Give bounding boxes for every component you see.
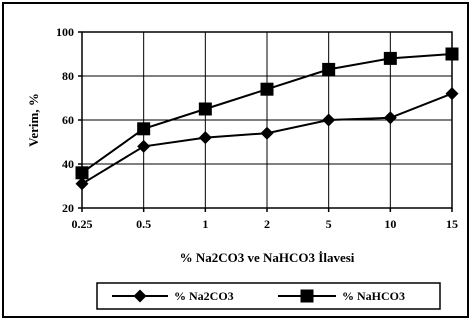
y-tick-label: 80 [62,69,74,83]
data-point [445,47,459,61]
series-nahco3 [75,47,459,180]
x-tick-label: 0.5 [136,217,151,231]
x-axis-title: % Na2CO3 ve NaHCO3 İlavesi [180,250,355,265]
data-point [322,113,336,127]
y-tick-label: 40 [62,157,74,171]
x-tick-label: 10 [384,217,396,231]
data-point [260,82,274,96]
axis-layer: 20 40 60 80 100 0.25 0.5 1 2 5 10 15 % Na2CO3 ve NaH… [26,25,458,265]
legend: % Na2CO3 % NaHCO3 [96,282,441,310]
y-tick-label: 60 [62,113,74,127]
y-tick-label: 20 [62,201,74,215]
x-tick-label: 2 [264,217,270,231]
data-point [383,111,397,125]
data-point [260,126,274,140]
legend-label: % NaHCO3 [342,289,405,303]
data-point [75,166,89,180]
legend-marker [133,289,147,303]
data-point [383,51,397,65]
series-layer [75,47,459,191]
x-tick-label: 5 [326,217,332,231]
legend-label: % Na2CO3 [174,289,234,303]
data-point [137,139,151,153]
data-point [322,62,336,76]
data-point [445,87,459,101]
y-axis-title: Verim, % [26,93,41,147]
series-na2co3 [75,87,459,191]
data-point [137,122,151,136]
data-point [198,102,212,116]
data-point [198,131,212,145]
x-tick-label: 1 [202,217,208,231]
x-tick-label: 15 [446,217,458,231]
y-tick-label: 100 [56,25,74,39]
legend-entry: % Na2CO3 [112,289,234,303]
legend-entry: % NaHCO3 [278,289,405,303]
data-point [75,177,89,191]
x-tick-label: 0.25 [72,217,93,231]
legend-marker [300,289,314,303]
